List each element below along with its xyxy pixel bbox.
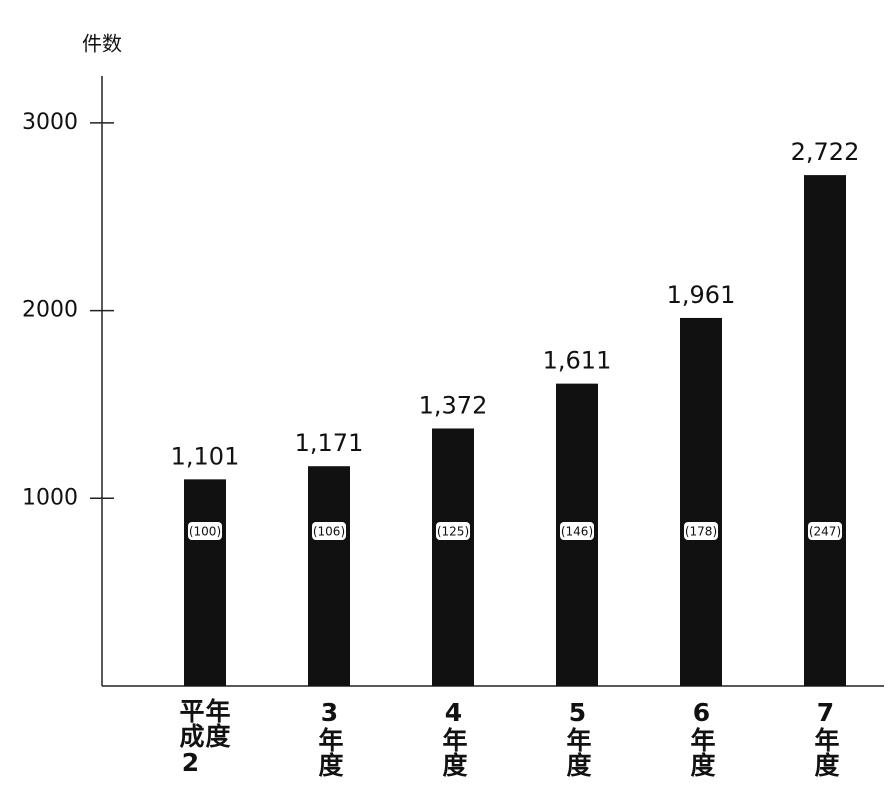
x-tick-label: 4年度 [439, 698, 468, 777]
x-tick-label: 3年度 [315, 698, 344, 777]
bar [432, 428, 474, 686]
value-label: 2,722 [791, 138, 860, 166]
index-label: (106) [313, 525, 345, 539]
index-label-box [560, 522, 594, 540]
index-label: (146) [561, 525, 593, 539]
index-label: (247) [809, 525, 841, 539]
x-tick-label: 平成2年度 [176, 698, 231, 777]
value-label: 1,611 [543, 347, 612, 375]
bar [804, 175, 846, 686]
x-tick-label: 6年度 [687, 698, 716, 777]
y-axis-label: 件数 [82, 32, 122, 56]
index-label: (125) [437, 525, 469, 539]
bar [184, 479, 226, 686]
x-tick-label: 5年度 [563, 698, 592, 777]
bar [680, 317, 722, 686]
y-tick-label: 1000 [22, 485, 78, 510]
value-label: 1,372 [419, 391, 488, 419]
y-tick-label: 3000 [22, 110, 78, 135]
value-label: 1,101 [171, 442, 240, 470]
x-tick-label: 7年度 [811, 698, 840, 777]
index-label: (178) [685, 525, 717, 539]
index-label: (100) [189, 525, 221, 539]
y-tick-label: 2000 [22, 298, 78, 323]
index-label-box [684, 522, 718, 540]
index-label-box [188, 522, 222, 540]
value-label: 1,961 [667, 281, 736, 309]
index-label-box [808, 522, 842, 540]
value-label: 1,171 [295, 429, 364, 457]
index-label-box [436, 522, 470, 540]
index-label-box [312, 522, 346, 540]
bar [308, 466, 350, 686]
